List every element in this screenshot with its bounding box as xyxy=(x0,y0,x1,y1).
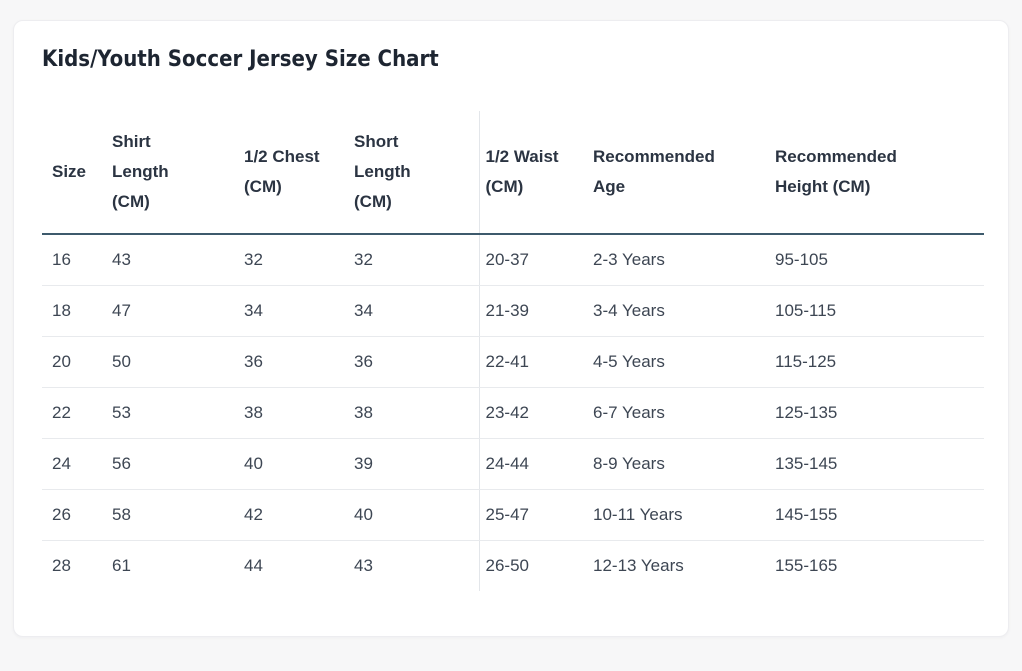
table-cell: 26-50 xyxy=(478,540,583,591)
table-cell: 8-9 Years xyxy=(583,438,765,490)
column-header-line: Length xyxy=(354,162,411,181)
table-header: Size Shirt Length (CM) 1/2 Chest (CM) Short Len… xyxy=(42,111,984,235)
table-cell: 155-165 xyxy=(775,556,838,575)
column-header-line: Size xyxy=(52,162,87,181)
table-cell: 28 xyxy=(52,556,71,575)
table-row: 20 50 36 36 22-41 4-5 Years 115-125 xyxy=(42,336,984,388)
column-header-line: Age xyxy=(593,177,626,196)
column-header-line: Length xyxy=(112,162,169,181)
table-cell: 43 xyxy=(102,234,234,286)
table-body: 16 43 32 32 20-37 2-3 Years 95-105 18 47 34 34 21-3… xyxy=(42,234,984,591)
table-cell: 34 xyxy=(344,285,479,337)
table-cell: 26 xyxy=(42,489,102,541)
column-header-line: (CM) xyxy=(112,192,150,211)
table-cell: 38 xyxy=(234,387,344,439)
column-header-line: Recommended xyxy=(593,147,715,166)
column-header: 1/2 Chest (CM) xyxy=(234,111,344,235)
table-cell: 44 xyxy=(244,556,263,575)
table-cell: 22 xyxy=(42,387,102,439)
table-cell: 21-39 xyxy=(478,285,583,337)
column-header-line: Shirt xyxy=(112,132,151,151)
table-row: 26 58 42 40 25-47 10-11 Years 145-155 xyxy=(42,489,984,541)
column-header-line: (CM) xyxy=(354,192,392,211)
table-cell: 20 xyxy=(42,336,102,388)
column-header: Short Length (CM) xyxy=(344,111,479,235)
column-header-line: Recommended xyxy=(775,147,897,166)
table-cell: 61 xyxy=(112,556,131,575)
table-cell: 125-135 xyxy=(765,387,984,439)
table-cell: 36 xyxy=(234,336,344,388)
table-cell: 2-3 Years xyxy=(583,234,765,286)
table-cell: 22-41 xyxy=(478,336,583,388)
table-cell: 6-7 Years xyxy=(583,387,765,439)
table-cell: 16 xyxy=(42,234,102,286)
size-chart-table: Size Shirt Length (CM) 1/2 Chest (CM) Short Len… xyxy=(42,111,984,591)
table-row: 22 53 38 38 23-42 6-7 Years 125-135 xyxy=(42,387,984,439)
table-cell: 23-42 xyxy=(478,387,583,439)
table-cell: 18 xyxy=(42,285,102,337)
column-header: Recommended Height (CM) xyxy=(765,111,984,235)
page-background: { "title": "Kids/Youth Soccer Jersey Siz… xyxy=(0,20,1022,671)
table-cell: 105-115 xyxy=(765,285,984,337)
table-cell: 4-5 Years xyxy=(583,336,765,388)
table-cell: 56 xyxy=(102,438,234,490)
table-cell: 50 xyxy=(102,336,234,388)
table-cell: 38 xyxy=(344,387,479,439)
table-cell: 24 xyxy=(42,438,102,490)
table-cell: 42 xyxy=(234,489,344,541)
table-cell: 36 xyxy=(344,336,479,388)
column-header-line: 1/2 Waist xyxy=(485,147,559,166)
column-header: Shirt Length (CM) xyxy=(102,111,234,235)
table-cell: 145-155 xyxy=(765,489,984,541)
column-header-line: (CM) xyxy=(485,177,524,196)
table-cell: 3-4 Years xyxy=(583,285,765,337)
table-cell: 32 xyxy=(344,234,479,286)
column-header: 1/2 Waist (CM) xyxy=(478,111,583,235)
column-header-line: 1/2 Chest xyxy=(244,147,320,166)
table-cell: 34 xyxy=(234,285,344,337)
column-header-line: Short xyxy=(354,132,399,151)
table-cell: 40 xyxy=(234,438,344,490)
table-cell: 24-44 xyxy=(478,438,583,490)
page-title: Kids/Youth Soccer Jersey Size Chart xyxy=(42,47,439,72)
table-cell: 115-125 xyxy=(765,336,984,388)
column-header-line: (CM) xyxy=(244,177,282,196)
table-cell: 58 xyxy=(102,489,234,541)
table-row: 16 43 32 32 20-37 2-3 Years 95-105 xyxy=(42,234,984,286)
table-cell: 20-37 xyxy=(478,234,583,286)
table-cell: 40 xyxy=(344,489,479,541)
table-cell: 12-13 Years xyxy=(593,556,684,575)
table-cell: 53 xyxy=(102,387,234,439)
column-header: Size xyxy=(42,111,102,235)
column-header-line: Height (CM) xyxy=(775,177,871,196)
table-row: 24 56 40 39 24-44 8-9 Years 135-145 xyxy=(42,438,984,490)
table-cell: 135-145 xyxy=(765,438,984,490)
table-cell: 95-105 xyxy=(765,234,984,286)
table-cell: 10-11 Years xyxy=(583,489,765,541)
size-chart-card: Kids/Youth Soccer Jersey Size Chart Size… xyxy=(13,20,1009,637)
table-row: 28 61 44 43 26-50 12-13 Years 155-165 xyxy=(42,540,984,591)
table-cell: 39 xyxy=(344,438,479,490)
header-row: Size Shirt Length (CM) 1/2 Chest (CM) Short Len… xyxy=(42,111,984,235)
table-cell: 25-47 xyxy=(478,489,583,541)
table-cell: 43 xyxy=(354,556,373,575)
column-header: Recommended Age xyxy=(583,111,765,235)
table-cell: 32 xyxy=(234,234,344,286)
table-cell: 47 xyxy=(102,285,234,337)
table-row: 18 47 34 34 21-39 3-4 Years 105-115 xyxy=(42,285,984,337)
